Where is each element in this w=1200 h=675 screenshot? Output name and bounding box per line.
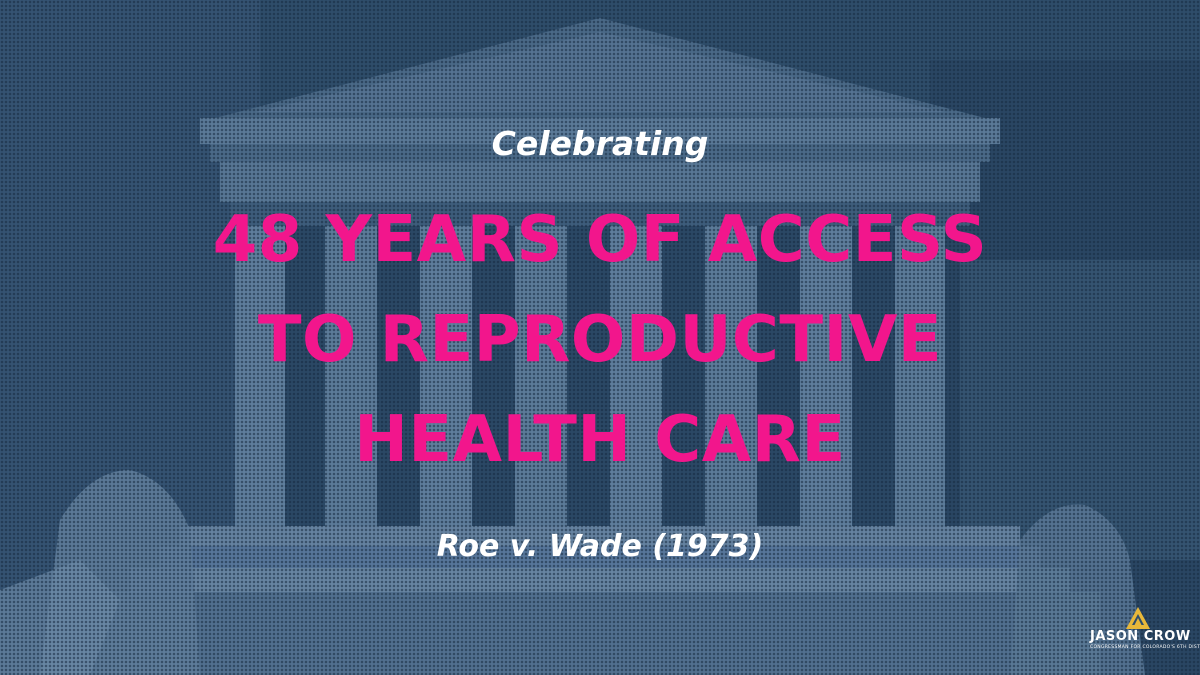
headline: 48 YEARS OF ACCESS TO REPRODUCTIVE HEALT… bbox=[0, 190, 1200, 490]
headline-line-1: 48 YEARS OF ACCESS bbox=[212, 203, 988, 277]
logo-subtitle: CONGRESSMAN FOR COLORADO'S 6TH DISTRICT bbox=[1090, 645, 1200, 650]
jason-crow-logo: JASON CROW CONGRESSMAN FOR COLORADO'S 6T… bbox=[1090, 606, 1200, 656]
headline-line-2: TO REPRODUCTIVE bbox=[257, 303, 943, 377]
eyebrow-text: Celebrating bbox=[491, 124, 709, 163]
headline-line-3: HEALTH CARE bbox=[354, 403, 846, 477]
logo-name: JASON CROW bbox=[1090, 629, 1191, 644]
mountain-triangle-icon bbox=[1126, 607, 1150, 629]
caption-text: Roe v. Wade (1973) bbox=[436, 529, 764, 564]
